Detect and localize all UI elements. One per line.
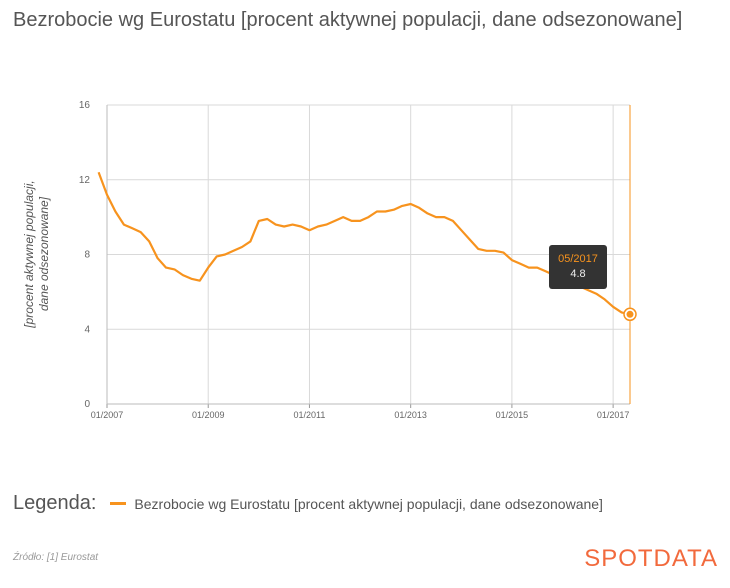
tooltip-value: 4.8 bbox=[570, 268, 586, 280]
data-tooltip: 05/2017 4.8 bbox=[549, 245, 607, 289]
y-tick-label: 16 bbox=[79, 100, 91, 111]
series-line bbox=[97, 171, 631, 316]
legend: Legenda: Bezrobocie wg Eurostatu [procen… bbox=[13, 492, 603, 515]
source-note: Źródło: [1] Eurostat bbox=[13, 552, 99, 563]
x-tick-label: 01/2007 bbox=[91, 410, 124, 420]
y-tick-label: 8 bbox=[84, 250, 90, 261]
x-tick-label: 01/2011 bbox=[294, 410, 326, 420]
legend-swatch bbox=[110, 502, 127, 505]
y-tick-label: 0 bbox=[84, 399, 90, 410]
axes: 0 4 8 12 16 01/2007 01/2009 01/2011 01/2013 01/20… bbox=[22, 100, 630, 420]
series bbox=[97, 105, 637, 404]
legend-title: Legenda: bbox=[13, 492, 97, 514]
x-tick-label: 01/2017 bbox=[597, 410, 630, 420]
x-tick-label: 01/2013 bbox=[394, 410, 427, 420]
chart-title: Bezrobocie wg Eurostatu [procent aktywne… bbox=[13, 9, 683, 31]
brand-logo: SPOTDATA bbox=[584, 545, 718, 572]
legend-item-label[interactable]: Bezrobocie wg Eurostatu [procent aktywne… bbox=[134, 495, 603, 512]
y-axis-label: [procent aktywnej populacji,dane odsezon… bbox=[22, 180, 51, 328]
y-tick-label: 12 bbox=[79, 175, 91, 186]
tooltip-date: 05/2017 bbox=[558, 253, 598, 265]
y-tick-label: 4 bbox=[84, 324, 90, 335]
highlight-marker bbox=[626, 310, 634, 318]
x-tick-label: 01/2015 bbox=[496, 410, 529, 420]
x-tick-label: 01/2009 bbox=[192, 410, 225, 420]
